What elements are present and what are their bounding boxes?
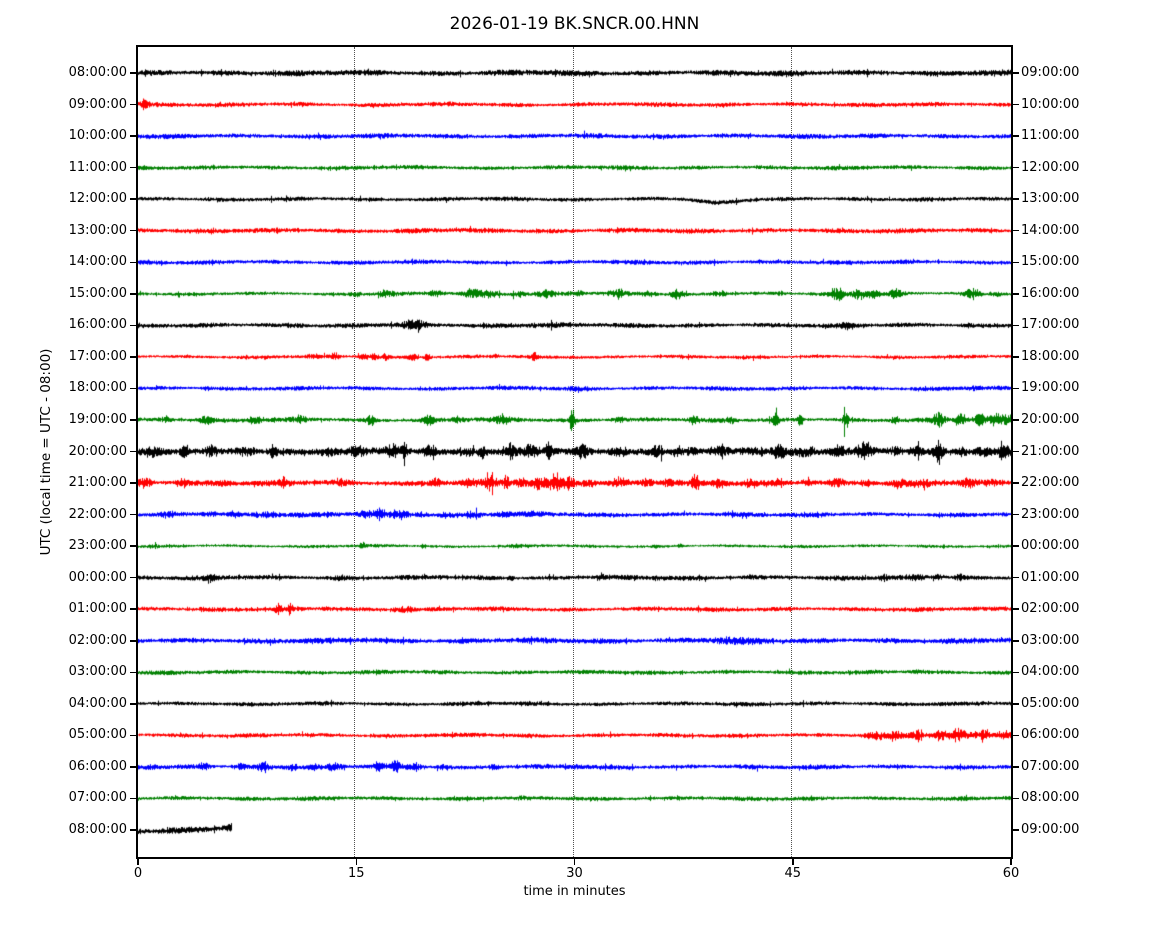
right-tick-mark xyxy=(1013,103,1019,106)
right-time-label: 04:00:00 xyxy=(1021,664,1080,680)
right-tick-mark xyxy=(1013,576,1019,579)
left-time-label: 17:00:00 xyxy=(68,348,127,364)
left-time-label: 20:00:00 xyxy=(68,443,127,459)
left-time-label: 15:00:00 xyxy=(68,285,127,301)
left-time-label: 22:00:00 xyxy=(68,506,127,522)
right-time-label: 22:00:00 xyxy=(1021,475,1080,491)
x-tick-mark xyxy=(1010,859,1012,865)
x-tick-mark xyxy=(137,859,139,865)
right-tick-mark xyxy=(1013,734,1019,737)
right-tick-mark xyxy=(1013,166,1019,169)
right-time-label: 06:00:00 xyxy=(1021,727,1080,743)
right-tick-mark xyxy=(1013,293,1019,295)
right-time-label: 10:00:00 xyxy=(1021,96,1080,112)
right-tick-mark xyxy=(1013,72,1019,74)
right-time-label: 01:00:00 xyxy=(1021,569,1080,585)
right-time-label: 18:00:00 xyxy=(1021,348,1080,364)
x-tick-label: 15 xyxy=(347,866,365,881)
right-tick-mark xyxy=(1013,640,1019,642)
x-tick-label: 30 xyxy=(566,866,583,881)
right-tick-mark xyxy=(1013,703,1019,705)
y-axis-label: UTC (local time = UTC - 08:00) xyxy=(38,348,54,556)
right-tick-mark xyxy=(1013,608,1019,610)
left-time-label: 03:00:00 xyxy=(68,664,127,680)
x-tick-label: 45 xyxy=(784,866,802,881)
right-time-label: 17:00:00 xyxy=(1021,317,1080,333)
right-time-label: 15:00:00 xyxy=(1021,254,1080,270)
left-time-label: 01:00:00 xyxy=(68,601,127,617)
x-tick-label: 60 xyxy=(1002,866,1020,881)
left-time-label: 06:00:00 xyxy=(68,758,127,774)
right-time-label: 14:00:00 xyxy=(1021,222,1080,238)
right-tick-mark xyxy=(1013,545,1019,547)
right-time-label: 00:00:00 xyxy=(1021,538,1080,554)
right-tick-mark xyxy=(1013,419,1019,421)
right-time-label: 05:00:00 xyxy=(1021,695,1080,711)
right-tick-mark xyxy=(1013,324,1019,327)
left-time-label: 02:00:00 xyxy=(68,632,127,648)
right-time-label: 21:00:00 xyxy=(1021,443,1080,459)
left-time-label: 04:00:00 xyxy=(68,695,127,711)
left-time-label: 18:00:00 xyxy=(68,380,127,396)
x-tick-mark xyxy=(355,859,357,865)
left-time-label: 08:00:00 xyxy=(68,65,127,80)
right-time-label: 08:00:00 xyxy=(1021,790,1080,806)
right-tick-mark xyxy=(1013,829,1019,831)
right-time-label: 07:00:00 xyxy=(1021,758,1080,774)
right-tick-mark xyxy=(1013,766,1019,768)
right-tick-mark xyxy=(1013,198,1019,200)
right-time-label: 23:00:00 xyxy=(1021,506,1080,522)
x-axis-label: time in minutes xyxy=(523,884,626,899)
left-time-label: 11:00:00 xyxy=(68,159,127,175)
right-time-label: 12:00:00 xyxy=(1021,159,1080,175)
right-tick-mark xyxy=(1013,356,1019,358)
right-time-label: 09:00:00 xyxy=(1021,822,1080,837)
right-time-label: 19:00:00 xyxy=(1021,380,1080,396)
right-tick-mark xyxy=(1013,671,1019,674)
page-title: 2026-01-19 BK.SNCR.00.HNN xyxy=(449,14,700,34)
left-time-label: 05:00:00 xyxy=(68,727,127,743)
right-time-label: 03:00:00 xyxy=(1021,632,1080,648)
left-time-label: 14:00:00 xyxy=(68,254,127,270)
right-tick-mark xyxy=(1013,261,1019,263)
left-time-label: 10:00:00 xyxy=(68,128,127,144)
seismogram-canvas xyxy=(138,47,1011,857)
right-time-label: 16:00:00 xyxy=(1021,285,1080,301)
right-time-label: 02:00:00 xyxy=(1021,601,1080,617)
right-time-label: 11:00:00 xyxy=(1021,128,1080,144)
x-tick-mark xyxy=(573,859,576,865)
left-time-label: 19:00:00 xyxy=(68,411,127,427)
right-tick-mark xyxy=(1013,513,1019,516)
right-time-label: 09:00:00 xyxy=(1021,65,1080,80)
x-tick-label: 0 xyxy=(133,866,143,881)
right-tick-mark xyxy=(1013,482,1019,484)
plot-frame xyxy=(136,45,1013,859)
left-time-label: 12:00:00 xyxy=(68,191,127,207)
left-time-label: 21:00:00 xyxy=(68,475,127,491)
right-tick-mark xyxy=(1013,797,1019,800)
left-time-label: 00:00:00 xyxy=(68,569,127,585)
left-time-label: 13:00:00 xyxy=(68,222,127,238)
right-time-label: 13:00:00 xyxy=(1021,191,1080,207)
left-time-label: 07:00:00 xyxy=(68,790,127,806)
left-time-label: 09:00:00 xyxy=(68,96,127,112)
right-time-label: 20:00:00 xyxy=(1021,411,1080,427)
right-tick-mark xyxy=(1013,229,1019,232)
right-tick-mark xyxy=(1013,135,1019,137)
x-tick-mark xyxy=(792,859,794,865)
left-time-label: 16:00:00 xyxy=(68,317,127,333)
right-tick-mark xyxy=(1013,387,1019,390)
left-time-label: 08:00:00 xyxy=(68,822,127,837)
left-time-label: 23:00:00 xyxy=(68,538,127,554)
right-tick-mark xyxy=(1013,450,1019,453)
